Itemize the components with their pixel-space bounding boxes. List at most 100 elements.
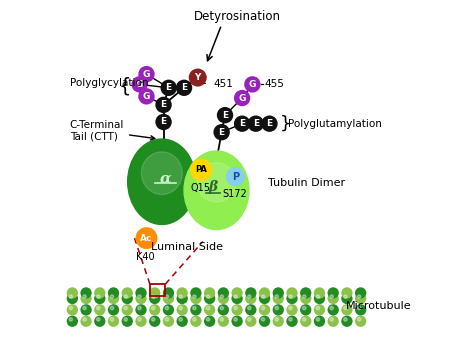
Circle shape <box>97 306 100 310</box>
Circle shape <box>204 316 215 327</box>
Circle shape <box>286 304 298 316</box>
Circle shape <box>176 304 188 316</box>
Circle shape <box>300 316 311 327</box>
Circle shape <box>330 306 333 310</box>
Circle shape <box>213 124 230 140</box>
Circle shape <box>273 316 284 327</box>
Text: Detyrosination: Detyrosination <box>193 10 281 23</box>
Circle shape <box>190 158 212 181</box>
Circle shape <box>261 116 278 132</box>
Text: Polyglycylation: Polyglycylation <box>70 78 148 88</box>
Circle shape <box>245 293 256 304</box>
Circle shape <box>234 306 237 310</box>
Circle shape <box>108 304 119 316</box>
Circle shape <box>314 293 325 304</box>
Circle shape <box>192 295 196 298</box>
Circle shape <box>302 306 306 310</box>
Circle shape <box>138 88 155 105</box>
Text: E: E <box>253 119 259 128</box>
Circle shape <box>273 287 284 299</box>
Text: E: E <box>222 111 228 120</box>
Circle shape <box>122 293 133 304</box>
Circle shape <box>355 316 366 327</box>
Circle shape <box>190 304 201 316</box>
Circle shape <box>83 306 86 310</box>
Circle shape <box>275 318 278 321</box>
Text: G: G <box>136 80 143 89</box>
Circle shape <box>138 318 141 321</box>
Circle shape <box>204 304 215 316</box>
Circle shape <box>218 304 229 316</box>
Circle shape <box>110 318 114 321</box>
Circle shape <box>69 295 73 298</box>
Circle shape <box>67 304 78 316</box>
Text: α: α <box>159 172 171 185</box>
Text: E: E <box>161 100 167 109</box>
Circle shape <box>259 304 270 316</box>
Circle shape <box>289 318 292 321</box>
Ellipse shape <box>184 151 249 229</box>
Circle shape <box>122 316 133 327</box>
Circle shape <box>357 306 361 310</box>
Circle shape <box>94 287 105 299</box>
Circle shape <box>275 295 278 298</box>
Circle shape <box>122 287 133 299</box>
Circle shape <box>302 318 306 321</box>
Circle shape <box>165 318 169 321</box>
Circle shape <box>152 318 155 321</box>
Circle shape <box>94 316 105 327</box>
Circle shape <box>234 318 237 321</box>
Bar <box>150 284 165 296</box>
Text: S172: S172 <box>222 189 246 199</box>
Circle shape <box>149 287 160 299</box>
Circle shape <box>179 295 182 298</box>
Text: K40: K40 <box>136 252 155 262</box>
Text: 451: 451 <box>213 79 233 90</box>
Circle shape <box>231 316 243 327</box>
Circle shape <box>176 316 188 327</box>
Text: E: E <box>161 117 167 127</box>
Text: Polyglutamylation: Polyglutamylation <box>288 119 382 129</box>
Text: }: } <box>280 115 291 133</box>
Circle shape <box>163 293 174 304</box>
Text: P: P <box>232 172 239 182</box>
Circle shape <box>97 318 100 321</box>
Circle shape <box>131 76 148 93</box>
Circle shape <box>273 304 284 316</box>
Circle shape <box>355 293 366 304</box>
Circle shape <box>357 295 361 298</box>
Circle shape <box>355 287 366 299</box>
Circle shape <box>357 318 361 321</box>
Ellipse shape <box>128 139 196 224</box>
Circle shape <box>81 304 92 316</box>
Circle shape <box>176 293 188 304</box>
Circle shape <box>67 293 78 304</box>
Circle shape <box>231 287 243 299</box>
Circle shape <box>328 287 339 299</box>
Text: G: G <box>238 94 246 103</box>
Circle shape <box>122 304 133 316</box>
Circle shape <box>247 295 251 298</box>
Circle shape <box>110 306 114 310</box>
Circle shape <box>328 304 339 316</box>
Circle shape <box>314 316 325 327</box>
Circle shape <box>344 306 347 310</box>
Circle shape <box>275 306 278 310</box>
Circle shape <box>300 287 311 299</box>
Circle shape <box>163 304 174 316</box>
Circle shape <box>316 318 319 321</box>
Text: E: E <box>239 119 245 128</box>
Text: E: E <box>165 83 172 92</box>
Circle shape <box>204 287 215 299</box>
Circle shape <box>204 293 215 304</box>
Circle shape <box>341 316 353 327</box>
Circle shape <box>261 318 265 321</box>
Circle shape <box>108 293 119 304</box>
Circle shape <box>155 97 172 113</box>
Circle shape <box>149 304 160 316</box>
Circle shape <box>138 306 141 310</box>
Circle shape <box>273 293 284 304</box>
Circle shape <box>179 306 182 310</box>
Circle shape <box>94 293 105 304</box>
Circle shape <box>81 316 92 327</box>
